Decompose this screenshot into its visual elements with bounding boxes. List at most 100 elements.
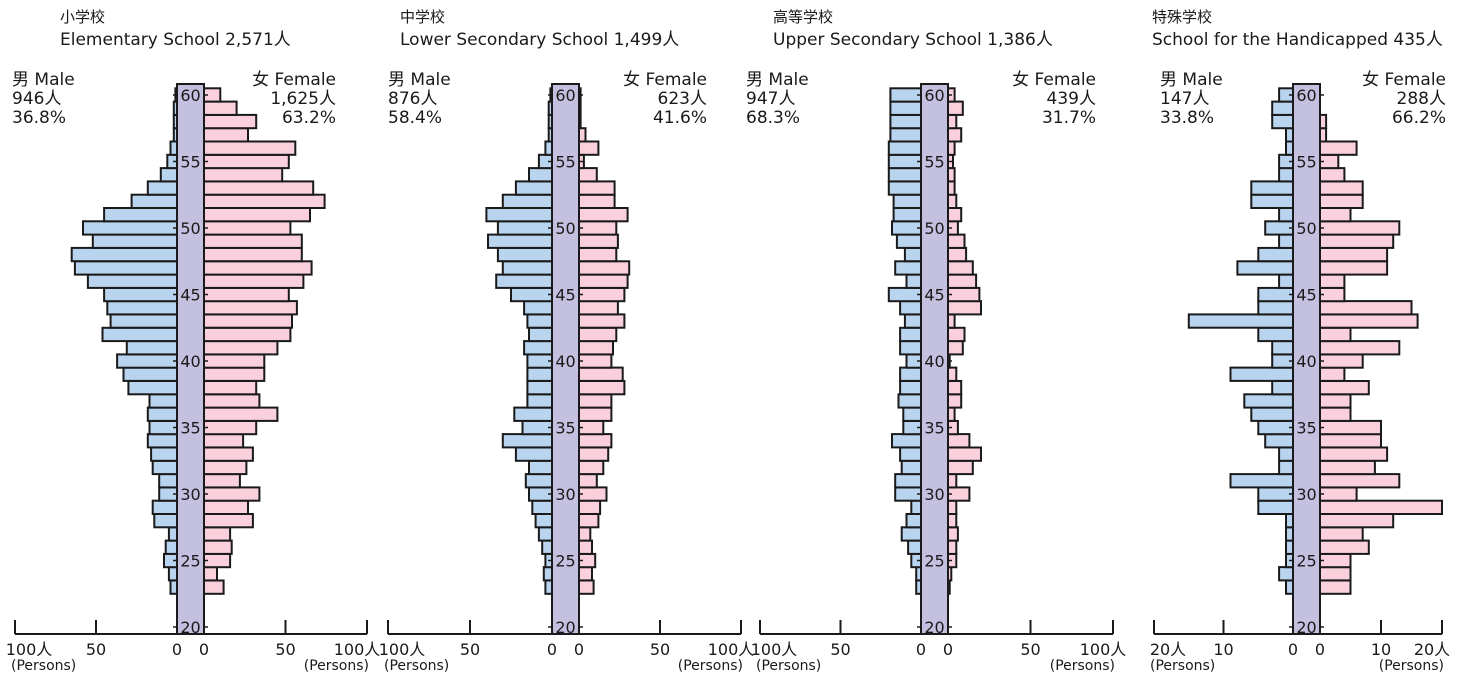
male-bar bbox=[907, 539, 922, 555]
female-bar bbox=[947, 393, 963, 409]
female-bar bbox=[578, 353, 613, 369]
male-bar bbox=[1278, 233, 1294, 249]
male-bar bbox=[1257, 486, 1295, 502]
age-tick-label: 50 bbox=[180, 219, 200, 238]
male-bar bbox=[531, 499, 553, 516]
male-bar bbox=[899, 446, 922, 462]
female-bar bbox=[578, 167, 598, 183]
age-tick-label: 20 bbox=[1296, 618, 1316, 637]
age-tick-label: 60 bbox=[1296, 86, 1316, 105]
male-label: 男 Male bbox=[12, 70, 75, 90]
age-tick-label: 55 bbox=[555, 153, 575, 172]
male-bar bbox=[542, 566, 553, 582]
male-bar bbox=[167, 526, 178, 542]
male-bar bbox=[537, 526, 554, 542]
female-bar bbox=[1319, 486, 1358, 502]
female-bar bbox=[947, 300, 982, 316]
female-bar bbox=[1319, 513, 1395, 529]
male-bar bbox=[1264, 433, 1294, 449]
male-bar bbox=[103, 207, 178, 223]
age-tick-label: 35 bbox=[1296, 419, 1316, 438]
female-bar bbox=[203, 167, 284, 183]
female-bar bbox=[947, 513, 958, 529]
male-bar bbox=[1257, 246, 1295, 263]
male-bar bbox=[153, 513, 179, 529]
male-percent: 68.3% bbox=[746, 108, 800, 128]
female-bar bbox=[203, 300, 298, 316]
female-bar bbox=[1319, 459, 1376, 476]
male-bar bbox=[887, 180, 922, 196]
male-bar bbox=[513, 406, 553, 422]
female-bar bbox=[578, 393, 613, 409]
x-unit-label-left: (Persons) bbox=[1150, 658, 1215, 673]
female-bar bbox=[203, 260, 313, 276]
female-bar bbox=[578, 340, 614, 356]
female-bar bbox=[947, 233, 966, 249]
age-tick-label: 45 bbox=[924, 286, 944, 305]
female-bar bbox=[203, 193, 326, 209]
male-bar bbox=[1236, 260, 1295, 276]
female-bar bbox=[1319, 473, 1401, 489]
age-tick-label: 50 bbox=[1296, 219, 1316, 238]
female-bar bbox=[947, 260, 974, 276]
female-bar bbox=[1319, 273, 1346, 289]
female-bar bbox=[578, 180, 616, 196]
x-tick-label: 0 bbox=[574, 640, 584, 659]
male-bar bbox=[1285, 539, 1294, 555]
x-unit-label-right: (Persons) bbox=[1379, 658, 1444, 673]
x-tick-label: 0 bbox=[943, 640, 953, 659]
male-bar bbox=[1278, 446, 1294, 462]
male-bar bbox=[167, 566, 178, 582]
male-count: 946人 bbox=[12, 89, 61, 109]
male-bar bbox=[1257, 300, 1295, 316]
female-bar bbox=[947, 113, 958, 130]
female-bar bbox=[203, 473, 241, 489]
female-bar bbox=[1319, 260, 1389, 276]
female-bar bbox=[203, 140, 297, 156]
female-count: 288人 bbox=[1397, 89, 1446, 109]
x-tick-label: 100人 bbox=[751, 640, 798, 659]
age-tick-label: 55 bbox=[1296, 153, 1316, 172]
male-bar bbox=[1271, 100, 1294, 116]
female-bar bbox=[947, 246, 968, 263]
female-bar bbox=[203, 513, 254, 529]
male-bar bbox=[91, 233, 178, 249]
female-bar bbox=[578, 486, 608, 502]
female-bar bbox=[578, 366, 624, 382]
male-bar bbox=[109, 313, 178, 329]
male-bar bbox=[1257, 286, 1295, 303]
age-tick-label: 35 bbox=[924, 419, 944, 438]
female-bar bbox=[203, 486, 261, 502]
female-bar bbox=[1319, 140, 1358, 156]
male-bar bbox=[526, 313, 554, 329]
age-tick-label: 45 bbox=[555, 286, 575, 305]
male-bar bbox=[510, 286, 553, 303]
x-tick-label: 10 bbox=[1213, 640, 1233, 659]
female-label: 女 Female bbox=[623, 70, 707, 90]
male-bar bbox=[1285, 140, 1294, 156]
female-bar bbox=[578, 459, 605, 476]
male-bar bbox=[523, 300, 553, 316]
male-bar bbox=[146, 180, 179, 196]
female-bar bbox=[203, 207, 311, 223]
x-tick-label: 0 bbox=[547, 640, 557, 659]
male-bar bbox=[487, 233, 553, 249]
female-bar bbox=[1319, 167, 1346, 183]
male-bar bbox=[1278, 566, 1294, 582]
male-count: 947人 bbox=[746, 89, 795, 109]
male-bar bbox=[905, 273, 922, 289]
male-bar bbox=[1285, 579, 1294, 595]
female-bar bbox=[1319, 446, 1389, 462]
panel-subtitle: Elementary School 2,571人 bbox=[60, 30, 291, 50]
x-unit-label-right: (Persons) bbox=[1050, 658, 1115, 673]
male-bar bbox=[127, 380, 178, 396]
age-tick-label: 55 bbox=[180, 153, 200, 172]
female-bar bbox=[947, 380, 963, 396]
male-bar bbox=[887, 167, 922, 183]
female-bar bbox=[203, 286, 290, 303]
x-unit-label-right: (Persons) bbox=[304, 658, 369, 673]
female-bar bbox=[578, 273, 629, 289]
male-bar bbox=[541, 539, 554, 555]
female-bar bbox=[1319, 566, 1352, 582]
